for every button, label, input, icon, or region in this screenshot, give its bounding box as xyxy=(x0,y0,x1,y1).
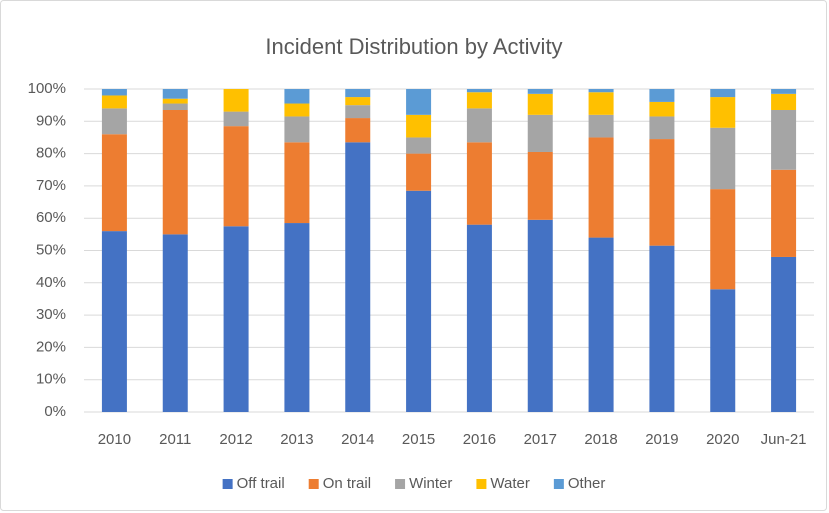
legend-label: On trail xyxy=(323,475,371,492)
bar-segment xyxy=(406,137,432,154)
chart-title: Incident Distribution by Activity xyxy=(265,34,562,59)
bar-segment xyxy=(588,237,614,412)
bar-segment xyxy=(771,169,797,257)
y-tick-label: 10% xyxy=(36,371,66,388)
bar-segment xyxy=(223,111,249,127)
bar-segment xyxy=(710,89,736,98)
bar-segment xyxy=(649,139,675,246)
bar-segment xyxy=(588,114,614,138)
bar-segment xyxy=(588,137,614,238)
bar-segment xyxy=(466,224,492,412)
x-tick-label: 2018 xyxy=(584,431,617,448)
y-tick-label: 90% xyxy=(36,112,66,129)
bar-segment xyxy=(284,223,310,412)
bar-segment xyxy=(345,97,371,106)
legend-swatch xyxy=(308,479,319,489)
bar-segment xyxy=(466,89,492,93)
bar-segment xyxy=(101,108,127,135)
legend-swatch xyxy=(553,479,564,489)
bar-segment xyxy=(649,89,675,102)
bar-segment xyxy=(466,108,492,143)
bar-segment xyxy=(101,95,127,109)
legend-label: Winter xyxy=(409,475,452,492)
x-tick-label: Jun-21 xyxy=(761,431,807,448)
bar-segment xyxy=(406,153,432,191)
x-tick-label: 2010 xyxy=(98,431,131,448)
bar-segment xyxy=(466,92,492,109)
x-tick-label: 2012 xyxy=(219,431,252,448)
legend-label: Other xyxy=(568,475,606,492)
x-tick-label: 2019 xyxy=(645,431,678,448)
bar-segment xyxy=(223,226,249,412)
bar-segment xyxy=(710,127,736,190)
bar-segment xyxy=(771,109,797,170)
bar-segment xyxy=(649,245,675,412)
bar-segment xyxy=(284,89,310,104)
bar-segment xyxy=(101,134,127,232)
bar-segment xyxy=(345,89,371,98)
x-tick-label: 2020 xyxy=(706,431,739,448)
y-tick-label: 20% xyxy=(36,338,66,355)
bar-segment xyxy=(527,114,553,152)
bar-segment xyxy=(345,105,371,119)
x-tick-label: 2015 xyxy=(402,431,435,448)
bar-segment xyxy=(162,234,188,412)
bar-segment xyxy=(771,89,797,94)
bar-segment xyxy=(588,92,614,115)
bar-segment xyxy=(588,89,614,93)
bar-segment xyxy=(649,101,675,117)
bar-segment xyxy=(649,116,675,140)
bar-segment xyxy=(284,116,310,143)
bar-segment xyxy=(345,142,371,413)
bar-segment xyxy=(345,118,371,143)
legend-swatch xyxy=(395,479,406,489)
bar-segment xyxy=(406,190,432,412)
bar-segment xyxy=(527,89,553,94)
x-tick-label: 2017 xyxy=(524,431,557,448)
bar-segment xyxy=(771,256,797,412)
bar-segment xyxy=(162,109,188,235)
bar-segment xyxy=(162,103,188,110)
legend-swatch xyxy=(222,479,233,489)
x-tick-label: 2011 xyxy=(159,431,191,448)
bar-segment xyxy=(527,219,553,412)
legend-label: Off trail xyxy=(237,475,285,492)
x-tick-label: 2016 xyxy=(463,431,496,448)
legend-label: Water xyxy=(490,475,529,492)
y-tick-label: 40% xyxy=(36,274,66,291)
bar-segment xyxy=(406,89,432,115)
bar-segment xyxy=(101,231,127,412)
y-tick-label: 30% xyxy=(36,306,66,323)
bar-segment xyxy=(162,89,188,99)
bar-segment xyxy=(284,103,310,117)
y-tick-label: 60% xyxy=(36,209,66,226)
bar-segment xyxy=(101,89,127,96)
y-tick-label: 50% xyxy=(36,241,66,258)
y-tick-label: 100% xyxy=(28,80,66,97)
bar-segment xyxy=(223,89,249,112)
bar-segment xyxy=(710,289,736,412)
bar-segment xyxy=(527,151,553,220)
bar-segment xyxy=(527,93,553,115)
bar-segment xyxy=(223,126,249,227)
legend-swatch xyxy=(476,479,487,489)
y-tick-label: 80% xyxy=(36,145,66,162)
x-tick-label: 2014 xyxy=(341,431,374,448)
bar-segment xyxy=(162,98,188,104)
bar-segment xyxy=(710,189,736,290)
bar-segment xyxy=(771,93,797,110)
y-tick-label: 70% xyxy=(36,177,66,194)
bar-segment xyxy=(406,114,432,138)
bar-segment xyxy=(466,142,492,225)
y-tick-label: 0% xyxy=(44,403,66,420)
bar-segment xyxy=(710,97,736,128)
bar-segment xyxy=(284,142,310,224)
x-tick-label: 2013 xyxy=(280,431,313,448)
